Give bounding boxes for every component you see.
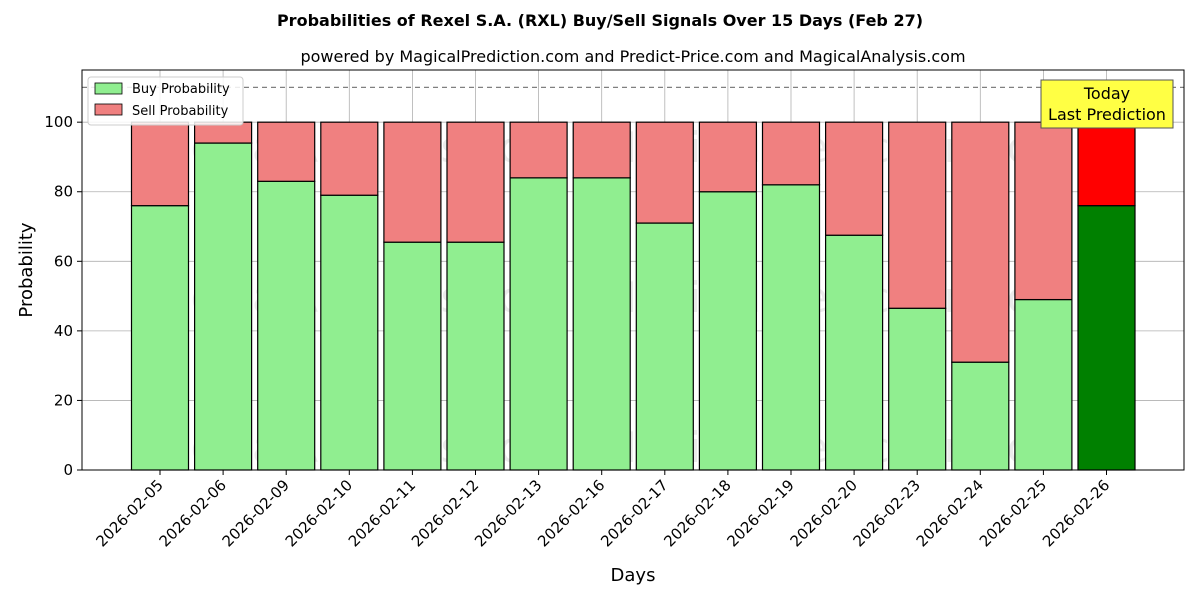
today-line1: Today (1083, 84, 1130, 103)
bars (130, 121, 1136, 471)
x-tick-label: 2026-02-24 (913, 476, 987, 550)
plot-frame (81, 69, 1185, 471)
bar-sell (572, 121, 631, 179)
bar-sell (951, 121, 1010, 363)
legend-buy-swatch (94, 82, 123, 95)
x-tick-label: 2026-02-06 (156, 476, 230, 550)
bar-buy (1077, 205, 1136, 471)
y-tick-label: 60 (54, 252, 73, 270)
bar-buy (698, 191, 758, 471)
bar-buy (761, 184, 821, 471)
bar-sell (1077, 121, 1136, 207)
x-tick-label: 2026-02-25 (976, 476, 1050, 550)
bar-sell (635, 121, 694, 224)
bar-buy (572, 177, 631, 471)
bar-sell (1014, 121, 1073, 301)
bar-buy (257, 180, 316, 471)
x-tick-label: 2026-02-10 (282, 476, 356, 550)
today-box (1040, 79, 1174, 129)
today-annotation: Today Last Prediction (1040, 79, 1174, 129)
y-tick-label: 100 (44, 113, 73, 131)
bar-buy (951, 361, 1010, 471)
legend-sell-label: Sell Probability (132, 104, 229, 119)
y-axis-label: Probability (16, 222, 37, 317)
x-tick-label: 2026-02-23 (850, 476, 924, 550)
x-tick-label: 2026-02-19 (723, 476, 797, 550)
bar-sell (761, 121, 821, 186)
legend: Buy Probability Sell Probability (87, 76, 244, 126)
bar-sell (888, 121, 947, 309)
today-line2: Last Prediction (1048, 105, 1166, 124)
chart-title: Probabilities of Rexel S.A. (RXL) Buy/Se… (277, 11, 923, 30)
bar-sell (130, 121, 190, 207)
bar-buy (383, 241, 442, 471)
bar-buy (635, 222, 694, 471)
bar-buy (194, 142, 253, 471)
bar-sell (509, 121, 568, 179)
x-tick-label: 2026-02-20 (787, 476, 861, 550)
y-tick-label: 0 (63, 461, 73, 479)
y-tick-label: 80 (54, 183, 73, 201)
x-tick-label: 2026-02-09 (219, 476, 293, 550)
bar-buy (1014, 298, 1073, 471)
bar-buy (446, 241, 505, 471)
legend-buy-label: Buy Probability (132, 82, 230, 97)
bar-buy (509, 177, 568, 471)
x-axis-label: Days (611, 565, 656, 586)
bar-sell (383, 121, 442, 243)
bar-sell (698, 121, 758, 193)
legend-sell-swatch (94, 103, 123, 116)
chart-subtitle: powered by MagicalPrediction.com and Pre… (300, 47, 965, 66)
x-tick-label: 2026-02-16 (534, 476, 608, 550)
x-tick-label: 2026-02-11 (345, 476, 419, 550)
bar-buy (130, 205, 190, 471)
bar-buy (320, 194, 379, 471)
bar-sell (320, 121, 379, 196)
x-tick-label: 2026-02-13 (471, 476, 545, 550)
x-tick-label: 2026-02-17 (597, 476, 671, 550)
x-tick-label: 2026-02-26 (1039, 476, 1113, 550)
bar-sell (257, 121, 316, 182)
legend-frame (87, 76, 244, 126)
bar-buy (888, 307, 947, 471)
bar-buy (824, 234, 884, 471)
bar-sell (446, 121, 505, 243)
y-tick-label: 40 (54, 322, 73, 340)
x-tick-label: 2026-02-05 (92, 476, 166, 550)
y-tick-label: 20 (54, 391, 73, 409)
bar-sell (824, 121, 884, 236)
x-tick-label: 2026-02-12 (408, 476, 482, 550)
x-tick-label: 2026-02-18 (660, 476, 734, 550)
